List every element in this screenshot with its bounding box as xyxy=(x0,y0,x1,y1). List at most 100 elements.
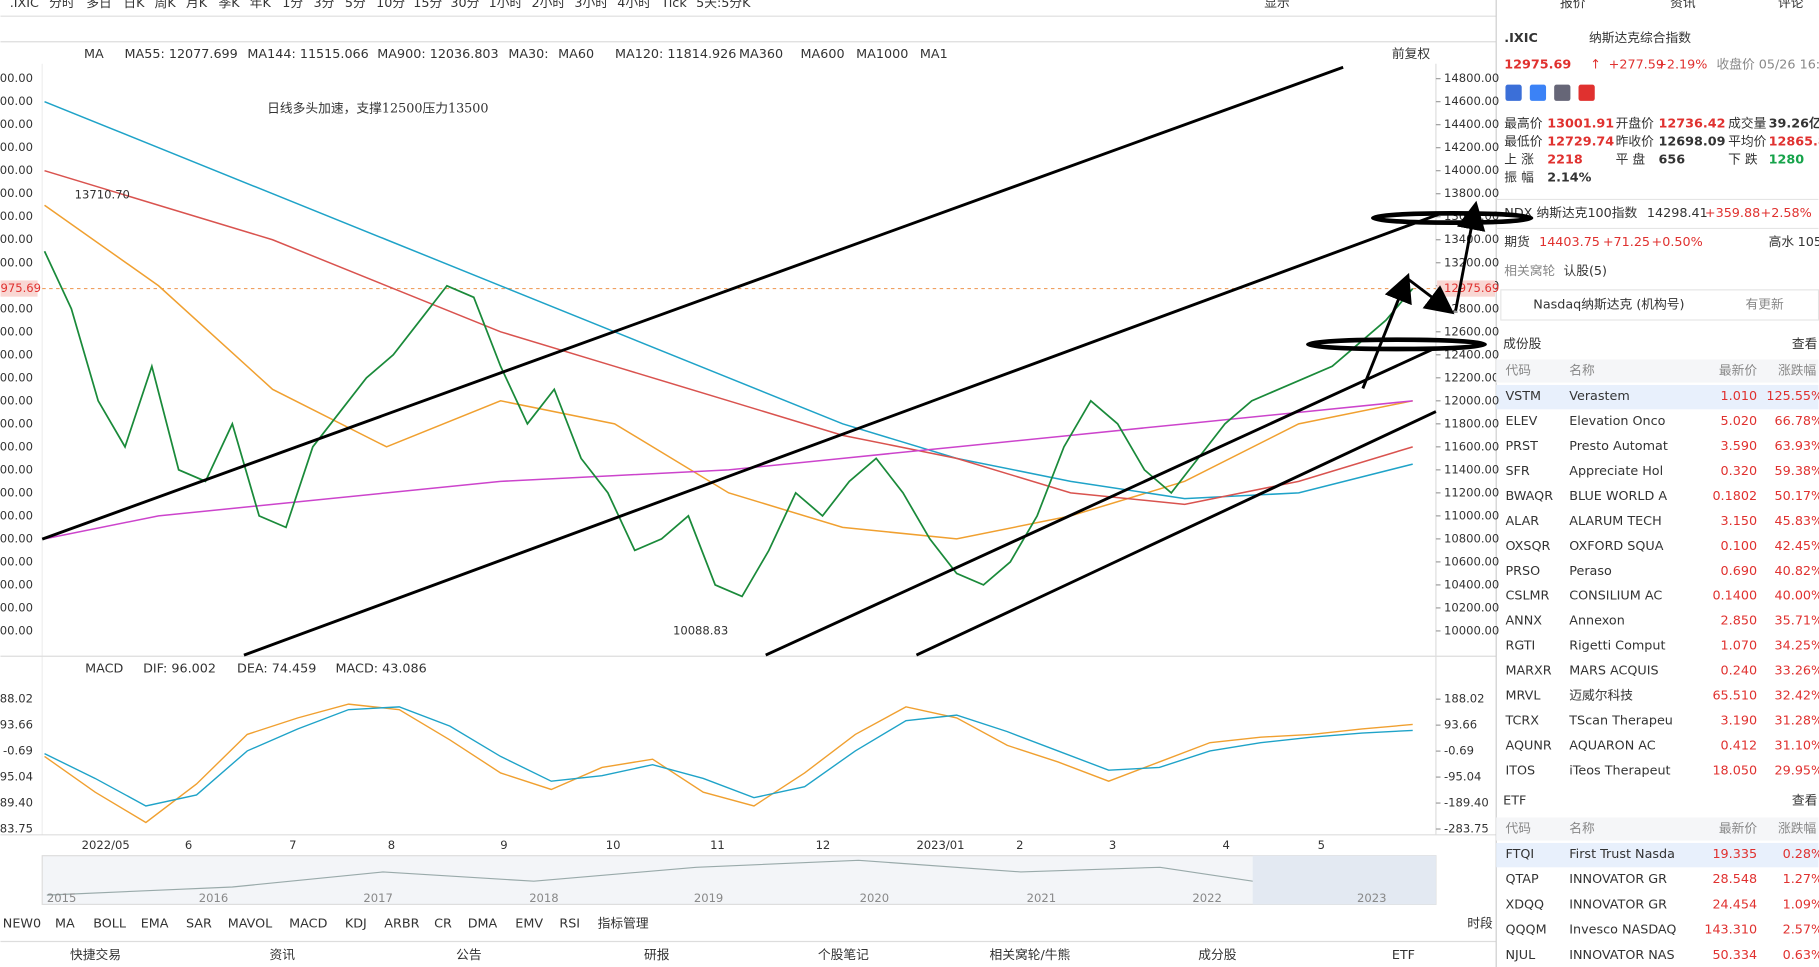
table-cell[interactable]: Invesco NASDAQ xyxy=(1569,923,1676,938)
table-cell[interactable]: BLUE WORLD A xyxy=(1569,489,1667,504)
table-cell[interactable]: Presto Automat xyxy=(1569,439,1668,454)
icon[interactable] xyxy=(1529,84,1547,101)
table-cell[interactable]: TCRX xyxy=(1504,714,1539,729)
table-cell[interactable]: ALAR xyxy=(1505,514,1539,529)
table-cell[interactable]: FTQI xyxy=(1505,847,1534,862)
table-cell[interactable]: Elevation Onco xyxy=(1569,414,1665,429)
toolbar-button[interactable]: 显示 xyxy=(1264,0,1290,11)
more-link[interactable]: 查看 xyxy=(1792,793,1818,809)
toolbar-tab[interactable]: 3分 xyxy=(314,0,335,11)
bottom-tab[interactable]: ETF xyxy=(1392,948,1415,963)
panel-tab[interactable]: 报价 xyxy=(1560,0,1586,11)
table-cell[interactable]: Peraso xyxy=(1569,564,1612,579)
table-cell[interactable]: OXFORD SQUA xyxy=(1569,539,1664,554)
table-cell[interactable]: INNOVATOR GR xyxy=(1569,897,1667,912)
overview-window[interactable] xyxy=(1252,855,1436,905)
indicator-tab[interactable]: SAR xyxy=(186,917,212,932)
toolbar-tab[interactable]: 10分 xyxy=(376,0,405,11)
table-cell[interactable]: PRST xyxy=(1505,439,1538,454)
period-button[interactable]: 时段 xyxy=(1467,917,1493,932)
table-cell[interactable]: INNOVATOR NAS xyxy=(1569,948,1674,963)
table-cell[interactable]: MARXR xyxy=(1505,664,1551,679)
panel-tab[interactable]: 资讯 xyxy=(1670,0,1696,11)
toolbar-tab[interactable]: 多日 xyxy=(86,0,112,11)
table-cell[interactable]: QQQM xyxy=(1505,923,1546,938)
arrow[interactable] xyxy=(1406,277,1455,315)
toolbar-tab[interactable]: .IXIC xyxy=(10,0,39,11)
trend-line[interactable] xyxy=(765,346,1437,657)
bottom-tab[interactable]: 公告 xyxy=(456,948,482,963)
table-cell[interactable]: CSLMR xyxy=(1505,589,1549,604)
table-cell[interactable]: SFR xyxy=(1505,464,1529,479)
table-cell[interactable]: Rigetti Comput xyxy=(1569,639,1665,654)
adjust-button[interactable]: 前复权 xyxy=(1392,46,1430,62)
table-cell[interactable]: MARS ACQUIS xyxy=(1569,664,1658,679)
table-cell[interactable]: NJUL xyxy=(1505,948,1536,963)
table-cell[interactable]: ALARUM TECH xyxy=(1569,514,1661,529)
toolbar-tab[interactable]: 5分 xyxy=(345,0,366,11)
table-cell[interactable]: RGTI xyxy=(1505,639,1535,654)
table-cell[interactable]: First Trust Nasda xyxy=(1569,847,1675,862)
toolbar-tab[interactable]: 4小时 xyxy=(617,0,651,11)
trend-line[interactable] xyxy=(243,213,1439,657)
icon[interactable] xyxy=(1578,84,1595,101)
table-cell[interactable]: TScan Therapeu xyxy=(1568,714,1673,729)
bottom-tab[interactable]: 资讯 xyxy=(269,948,295,963)
table-cell[interactable]: ANNX xyxy=(1505,614,1542,629)
table-cell[interactable]: ELEV xyxy=(1505,414,1537,429)
icon[interactable] xyxy=(1554,84,1571,101)
table-cell[interactable]: QTAP xyxy=(1505,872,1539,887)
indicator-tab[interactable]: NEW0 xyxy=(3,917,41,932)
toolbar-tab[interactable]: 季K xyxy=(218,0,240,11)
table-cell[interactable]: 迈威尔科技 xyxy=(1569,689,1633,704)
table-cell[interactable]: MRVL xyxy=(1505,689,1541,704)
table-cell[interactable]: Annexon xyxy=(1569,614,1625,629)
table-cell[interactable]: VSTM xyxy=(1505,389,1541,404)
table-cell[interactable]: CONSILIUM AC xyxy=(1569,589,1662,604)
indicator-tab[interactable]: EMA xyxy=(141,917,169,932)
panel-tab[interactable]: 评论 xyxy=(1778,0,1804,11)
arrow[interactable] xyxy=(1361,272,1412,389)
bottom-tab[interactable]: 个股笔记 xyxy=(818,947,869,963)
table-cell[interactable]: XDQQ xyxy=(1505,897,1544,912)
toolbar-tab[interactable]: 1小时 xyxy=(489,0,523,11)
toolbar-tab[interactable]: 日K xyxy=(123,0,145,11)
ellipse-mark[interactable] xyxy=(1370,211,1534,225)
table-cell[interactable]: Appreciate Hol xyxy=(1569,464,1663,479)
table-cell[interactable]: PRSO xyxy=(1505,564,1540,579)
bottom-tab[interactable]: 相关窝轮/牛熊 xyxy=(990,947,1071,963)
bottom-tab[interactable]: 研报 xyxy=(644,948,670,963)
toolbar-tab[interactable]: 5天:5分K xyxy=(696,0,751,11)
trend-line[interactable] xyxy=(41,65,1344,541)
indicator-tab[interactable]: KDJ xyxy=(345,917,367,932)
icon[interactable] xyxy=(1505,84,1522,101)
trend-line[interactable] xyxy=(915,410,1437,657)
warrant-link[interactable]: 认股(5) xyxy=(1563,264,1607,279)
bottom-tab[interactable]: 成分股 xyxy=(1198,948,1236,963)
bottom-tab[interactable]: 快捷交易 xyxy=(70,947,121,963)
indicator-tab[interactable]: RSI xyxy=(559,917,580,932)
indicator-tab[interactable]: MAVOL xyxy=(228,917,273,932)
toolbar-tab[interactable]: 分时 xyxy=(49,0,75,11)
toolbar-tab[interactable]: 2小时 xyxy=(532,0,566,11)
toolbar-tab[interactable]: 月K xyxy=(186,0,208,11)
toolbar-tab[interactable]: 30分 xyxy=(450,0,479,11)
indicator-tab[interactable]: ARBR xyxy=(384,917,419,932)
news-title[interactable]: Nasdaq纳斯达克 (机构号) xyxy=(1533,297,1684,312)
table-cell[interactable]: ITOS xyxy=(1505,763,1535,778)
toolbar-tab[interactable]: 周K xyxy=(155,0,177,11)
indicator-tab[interactable]: CR xyxy=(434,917,452,932)
indicator-tab[interactable]: DMA xyxy=(468,917,498,932)
indicator-tab[interactable]: MACD xyxy=(289,917,327,932)
indicator-tab[interactable]: MA xyxy=(55,917,75,932)
table-cell[interactable]: OXSQR xyxy=(1505,539,1550,554)
toolbar-tab[interactable]: 3小时 xyxy=(574,0,608,11)
toolbar-tab[interactable]: 1分 xyxy=(282,0,303,11)
toolbar-tab[interactable]: 15分 xyxy=(413,0,442,11)
toolbar-tab[interactable]: 年K xyxy=(250,0,272,11)
table-cell[interactable]: AQUARON AC xyxy=(1569,739,1656,754)
table-cell[interactable]: AQUNR xyxy=(1505,739,1551,754)
table-cell[interactable]: INNOVATOR GR xyxy=(1569,872,1667,887)
indicator-tab[interactable]: BOLL xyxy=(93,917,127,932)
table-cell[interactable]: Verastem xyxy=(1569,389,1630,404)
